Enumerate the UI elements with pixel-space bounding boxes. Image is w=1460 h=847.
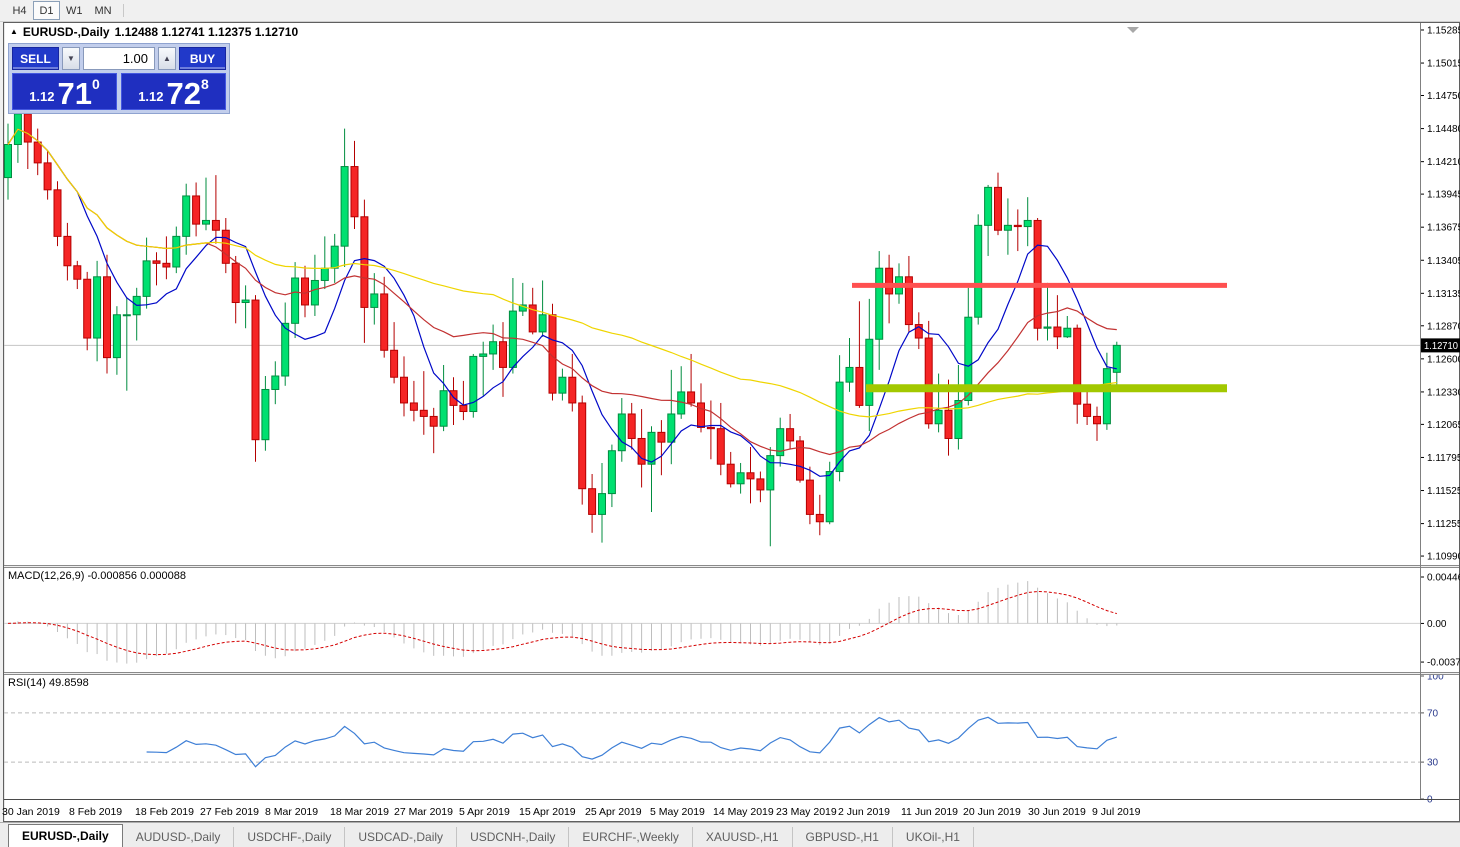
chart-title: ▲ EURUSD-,Daily 1.12488 1.12741 1.12375 … bbox=[10, 25, 298, 39]
tab-gbpusd-h1[interactable]: GBPUSD-,H1 bbox=[793, 827, 893, 847]
buy-button[interactable]: BUY bbox=[179, 47, 226, 70]
buy-price-small: 1.12 bbox=[138, 89, 164, 104]
buy-price-sup: 8 bbox=[201, 76, 209, 92]
timeframe-toolbar: H4 D1 W1 MN bbox=[0, 0, 1460, 22]
sell-price-small: 1.12 bbox=[29, 89, 55, 104]
tab-usdcnh-daily[interactable]: USDCNH-,Daily bbox=[457, 827, 570, 847]
buy-price-big: 72 bbox=[166, 75, 201, 111]
tab-usdchf-daily[interactable]: USDCHF-,Daily bbox=[234, 827, 346, 847]
tab-usdcad-daily[interactable]: USDCAD-,Daily bbox=[345, 827, 458, 847]
tab-xauusd-h1[interactable]: XAUUSD-,H1 bbox=[693, 827, 793, 847]
rsi-label: RSI(14) 49.8598 bbox=[8, 677, 89, 689]
panel-splitter-rsi[interactable] bbox=[4, 672, 1459, 675]
sell-price-sup: 0 bbox=[92, 76, 100, 92]
volume-increase-button[interactable]: ▲ bbox=[158, 47, 176, 70]
timeframe-button-h4[interactable]: H4 bbox=[12, 4, 27, 17]
ohlc-values: 1.12488 1.12741 1.12375 1.12710 bbox=[114, 25, 299, 39]
toolbar-divider bbox=[122, 4, 124, 17]
timeframe-button-w1[interactable]: W1 bbox=[66, 4, 83, 17]
tab-audusd-daily[interactable]: AUDUSD-,Daily bbox=[123, 827, 235, 847]
sell-price-big: 71 bbox=[57, 75, 92, 111]
sell-price-button[interactable]: 1.12 71 0 bbox=[12, 73, 117, 110]
price-axis-divider bbox=[1420, 23, 1421, 799]
chart-window[interactable] bbox=[3, 22, 1460, 822]
spin-down-icon: ▼ bbox=[67, 54, 75, 63]
timeframe-button-mn[interactable]: MN bbox=[94, 4, 112, 17]
spin-up-icon: ▲ bbox=[163, 54, 171, 63]
macd-label: MACD(12,26,9) -0.000856 0.000088 bbox=[8, 570, 186, 582]
buy-price-button[interactable]: 1.12 72 8 bbox=[121, 73, 226, 110]
volume-input[interactable]: 1.00 bbox=[83, 47, 155, 70]
tab-eurusd-daily[interactable]: EURUSD-,Daily bbox=[8, 824, 123, 847]
symbol-tabbar: EURUSD-,Daily AUDUSD-,Daily USDCHF-,Daily U… bbox=[0, 822, 1460, 847]
timeframe-button-d1[interactable]: D1 bbox=[33, 1, 60, 20]
tab-eurchf-weekly[interactable]: EURCHF-,Weekly bbox=[569, 827, 693, 847]
time-axis-border bbox=[4, 799, 1459, 800]
panel-splitter-macd[interactable] bbox=[4, 565, 1459, 568]
one-click-trading-panel: SELL ▼ 1.00 ▲ BUY 1.12 71 0 1.12 72 8 bbox=[8, 43, 230, 114]
sell-button[interactable]: SELL bbox=[12, 47, 59, 70]
tab-ukoil-h1[interactable]: UKOil-,H1 bbox=[893, 827, 974, 847]
volume-decrease-button[interactable]: ▼ bbox=[62, 47, 80, 70]
collapse-arrow-icon[interactable]: ▲ bbox=[10, 26, 18, 36]
symbol-period-label: EURUSD-,Daily bbox=[22, 25, 110, 39]
